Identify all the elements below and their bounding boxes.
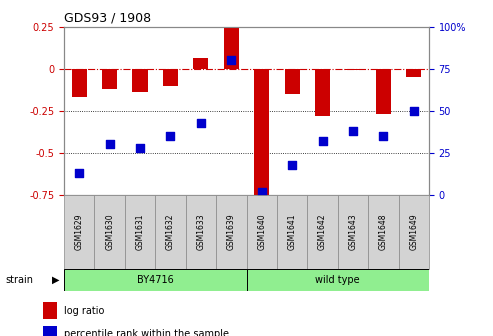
Text: GSM1640: GSM1640: [257, 213, 266, 250]
Bar: [254, 69, 269, 198]
Bar: [43, 326, 57, 336]
Point: [410, 108, 418, 114]
Point: [136, 145, 144, 151]
Text: GSM1633: GSM1633: [196, 213, 206, 250]
Point: [75, 170, 83, 176]
Bar: [376, 69, 391, 114]
Bar: [277, 195, 307, 269]
Text: GSM1641: GSM1641: [287, 214, 297, 250]
Bar: [95, 195, 125, 269]
Point: [197, 120, 205, 125]
Text: strain: strain: [5, 275, 33, 285]
Text: GSM1642: GSM1642: [318, 214, 327, 250]
Point: [380, 133, 387, 139]
Bar: [315, 69, 330, 116]
Bar: [125, 195, 155, 269]
Bar: [64, 195, 95, 269]
Bar: [338, 195, 368, 269]
Point: [106, 142, 113, 147]
Bar: [71, 69, 87, 97]
Bar: [368, 195, 398, 269]
Bar: [307, 195, 338, 269]
Text: BY4716: BY4716: [137, 275, 174, 285]
Bar: [193, 58, 209, 69]
Bar: [224, 26, 239, 69]
Point: [167, 133, 175, 139]
Text: wild type: wild type: [316, 275, 360, 285]
Text: GSM1632: GSM1632: [166, 214, 175, 250]
Text: GSM1639: GSM1639: [227, 213, 236, 250]
Point: [258, 189, 266, 194]
Text: GSM1631: GSM1631: [136, 214, 144, 250]
Text: GSM1648: GSM1648: [379, 214, 388, 250]
Bar: [64, 269, 246, 291]
Text: GSM1649: GSM1649: [409, 213, 418, 250]
Bar: [398, 195, 429, 269]
Bar: [246, 269, 429, 291]
Text: GDS93 / 1908: GDS93 / 1908: [64, 11, 151, 24]
Text: log ratio: log ratio: [64, 305, 104, 316]
Text: GSM1630: GSM1630: [105, 213, 114, 250]
Bar: [133, 69, 148, 92]
Point: [288, 162, 296, 167]
Bar: [43, 302, 57, 319]
Bar: [102, 69, 117, 89]
Bar: [155, 195, 186, 269]
Bar: [163, 69, 178, 86]
Bar: [345, 69, 360, 70]
Bar: [216, 195, 246, 269]
Text: GSM1629: GSM1629: [75, 214, 84, 250]
Text: GSM1643: GSM1643: [349, 213, 357, 250]
Point: [318, 138, 326, 144]
Text: percentile rank within the sample: percentile rank within the sample: [64, 329, 229, 336]
Point: [227, 58, 235, 63]
Text: ▶: ▶: [52, 275, 59, 285]
Bar: [406, 69, 422, 77]
Point: [349, 128, 357, 134]
Bar: [246, 195, 277, 269]
Bar: [284, 69, 300, 94]
Bar: [186, 195, 216, 269]
